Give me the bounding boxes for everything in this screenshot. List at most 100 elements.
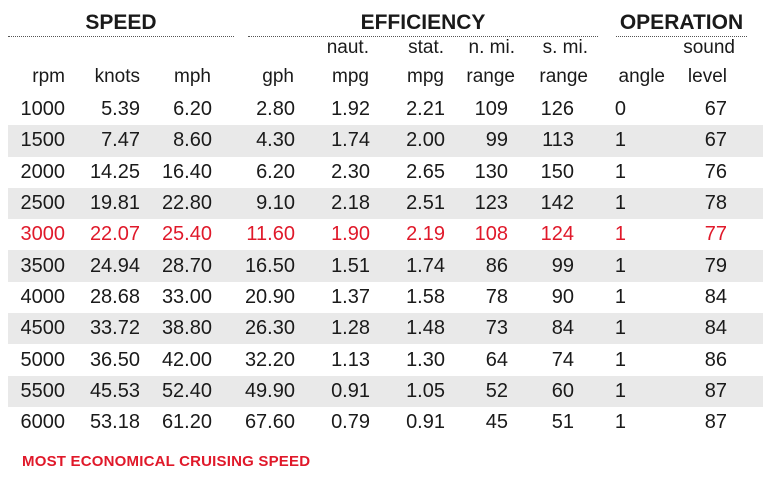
table-cell: 123 bbox=[445, 187, 516, 220]
table-cell: 20.90 bbox=[212, 281, 295, 314]
table-cell: 2500 bbox=[8, 187, 65, 220]
table-cell: 1 bbox=[589, 313, 661, 345]
table-cell: 6000 bbox=[8, 406, 65, 439]
table-cell: 4500 bbox=[8, 313, 65, 345]
table-cell: 5000 bbox=[8, 344, 65, 376]
table-cell: 60 bbox=[516, 375, 589, 407]
table-cell: 1.05 bbox=[370, 375, 445, 407]
table-row: 3000 22.07 25.40 11.60 1.90 2.19 108 124 1 77 bbox=[8, 219, 763, 251]
col-header-nmi-range: range bbox=[466, 66, 515, 87]
table-cell: 84 bbox=[661, 313, 763, 345]
table-cell: 108 bbox=[445, 219, 516, 251]
table-row: 4000 28.68 33.00 20.90 1.37 1.58 78 90 1 84 bbox=[8, 281, 763, 314]
col-header-sound: sound bbox=[683, 37, 735, 58]
group-title-efficiency: EFFICIENCY bbox=[248, 10, 598, 37]
col-header-rpm: rpm bbox=[32, 66, 65, 87]
table-cell: 1.48 bbox=[370, 313, 445, 345]
table-cell: 76 bbox=[661, 156, 763, 188]
table-cell: 142 bbox=[516, 187, 589, 220]
table-cell: 1 bbox=[589, 187, 661, 220]
table-cell: 1.74 bbox=[295, 125, 370, 157]
table-cell: 4000 bbox=[8, 281, 65, 314]
table-cell: 45 bbox=[445, 406, 516, 439]
table-cell: 7.47 bbox=[65, 125, 140, 157]
table-cell: 2.65 bbox=[370, 156, 445, 188]
table-cell: 87 bbox=[661, 406, 763, 439]
table-cell: 26.30 bbox=[212, 313, 295, 345]
table-cell: 0 bbox=[589, 94, 661, 126]
table-cell: 1 bbox=[589, 344, 661, 376]
table-cell: 1.30 bbox=[370, 344, 445, 376]
table-cell: 22.80 bbox=[140, 187, 212, 220]
table-cell: 1500 bbox=[8, 125, 65, 157]
table-cell: 16.40 bbox=[140, 156, 212, 188]
table-cell: 3000 bbox=[8, 219, 65, 251]
col-header-smi: s. mi. bbox=[542, 37, 588, 58]
table-cell: 4.30 bbox=[212, 125, 295, 157]
table-cell: 1 bbox=[589, 219, 661, 251]
table-cell: 79 bbox=[661, 250, 763, 282]
table-cell: 1000 bbox=[8, 94, 65, 126]
col-header-stat-mpg: mpg bbox=[407, 66, 444, 87]
table-cell: 130 bbox=[445, 156, 516, 188]
table-cell: 99 bbox=[445, 125, 516, 157]
col-header-level: level bbox=[687, 66, 727, 87]
table-cell: 33.00 bbox=[140, 281, 212, 314]
table-row: 6000 53.18 61.20 67.60 0.79 0.91 45 51 1 87 bbox=[8, 406, 763, 439]
table-row: 5000 36.50 42.00 32.20 1.13 1.30 64 74 1 86 bbox=[8, 344, 763, 376]
table-cell: 2000 bbox=[8, 156, 65, 188]
table-cell: 28.70 bbox=[140, 250, 212, 282]
table-cell: 1.58 bbox=[370, 281, 445, 314]
table-cell: 124 bbox=[516, 219, 589, 251]
table-cell: 1 bbox=[589, 156, 661, 188]
table-cell: 64 bbox=[445, 344, 516, 376]
table-row: 1000 5.39 6.20 2.80 1.92 2.21 109 126 0 67 bbox=[8, 94, 763, 126]
table-cell: 52.40 bbox=[140, 375, 212, 407]
table-row: 2500 19.81 22.80 9.10 2.18 2.51 123 142 1 78 bbox=[8, 187, 763, 220]
table-cell: 78 bbox=[661, 187, 763, 220]
col-header-knots: knots bbox=[94, 66, 140, 87]
col-header-stat: stat. bbox=[408, 37, 444, 58]
table-cell: 87 bbox=[661, 375, 763, 407]
col-header-nmi: n. mi. bbox=[468, 37, 515, 58]
table-row: 3500 24.94 28.70 16.50 1.51 1.74 86 99 1 79 bbox=[8, 250, 763, 282]
table-cell: 61.20 bbox=[140, 406, 212, 439]
table-cell: 1.74 bbox=[370, 250, 445, 282]
table-cell: 84 bbox=[516, 313, 589, 345]
table-cell: 5.39 bbox=[65, 94, 140, 126]
table-cell: 33.72 bbox=[65, 313, 140, 345]
footnote: MOST ECONOMICAL CRUISING SPEED bbox=[22, 453, 311, 470]
table-cell: 9.10 bbox=[212, 187, 295, 220]
table-cell: 53.18 bbox=[65, 406, 140, 439]
table-cell: 1 bbox=[589, 375, 661, 407]
table-cell: 74 bbox=[516, 344, 589, 376]
table-cell: 51 bbox=[516, 406, 589, 439]
table-cell: 28.68 bbox=[65, 281, 140, 314]
table-cell: 78 bbox=[445, 281, 516, 314]
table-cell: 32.20 bbox=[212, 344, 295, 376]
table-cell: 2.00 bbox=[370, 125, 445, 157]
table-cell: 150 bbox=[516, 156, 589, 188]
table-cell: 45.53 bbox=[65, 375, 140, 407]
col-header-mph: mph bbox=[174, 66, 211, 87]
table-cell: 67 bbox=[661, 94, 763, 126]
table-cell: 3500 bbox=[8, 250, 65, 282]
table-cell: 6.20 bbox=[140, 94, 212, 126]
col-header-smi-range: range bbox=[539, 66, 588, 87]
group-title-speed: SPEED bbox=[8, 10, 234, 37]
performance-table: 1000 5.39 6.20 2.80 1.92 2.21 109 126 0 67 1500 7.4… bbox=[8, 94, 763, 439]
table-cell: 22.07 bbox=[65, 219, 140, 251]
table-cell: 67.60 bbox=[212, 406, 295, 439]
table-cell: 38.80 bbox=[140, 313, 212, 345]
table-cell: 52 bbox=[445, 375, 516, 407]
table-cell: 109 bbox=[445, 94, 516, 126]
table-cell: 19.81 bbox=[65, 187, 140, 220]
table-cell: 2.18 bbox=[295, 187, 370, 220]
table-cell: 0.91 bbox=[295, 375, 370, 407]
table-row: 4500 33.72 38.80 26.30 1.28 1.48 73 84 1 84 bbox=[8, 313, 763, 345]
table-row: 2000 14.25 16.40 6.20 2.30 2.65 130 150 1 76 bbox=[8, 156, 763, 188]
col-header-naut: naut. bbox=[326, 37, 369, 58]
table-cell: 113 bbox=[516, 125, 589, 157]
table-cell: 6.20 bbox=[212, 156, 295, 188]
table-cell: 99 bbox=[516, 250, 589, 282]
